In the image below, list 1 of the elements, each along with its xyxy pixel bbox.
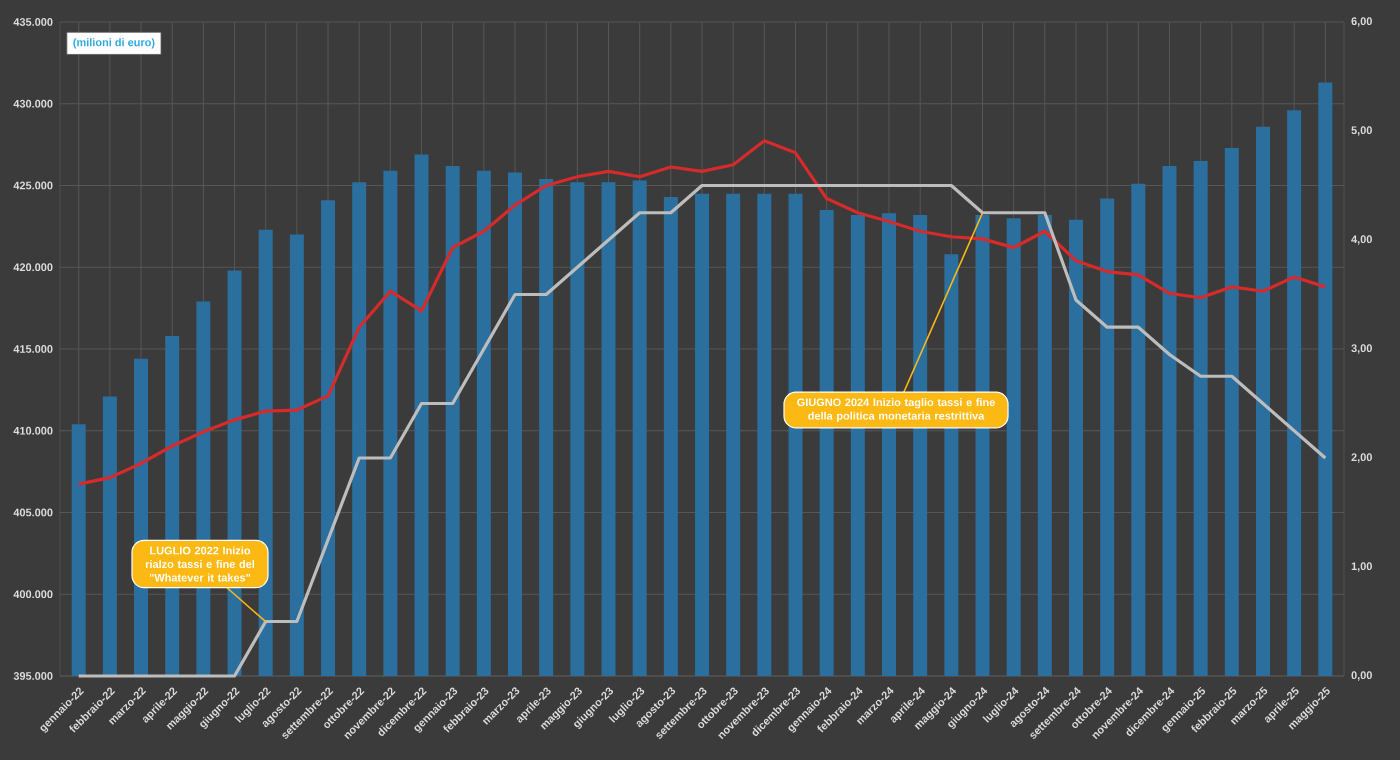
line-series [77,139,1327,486]
